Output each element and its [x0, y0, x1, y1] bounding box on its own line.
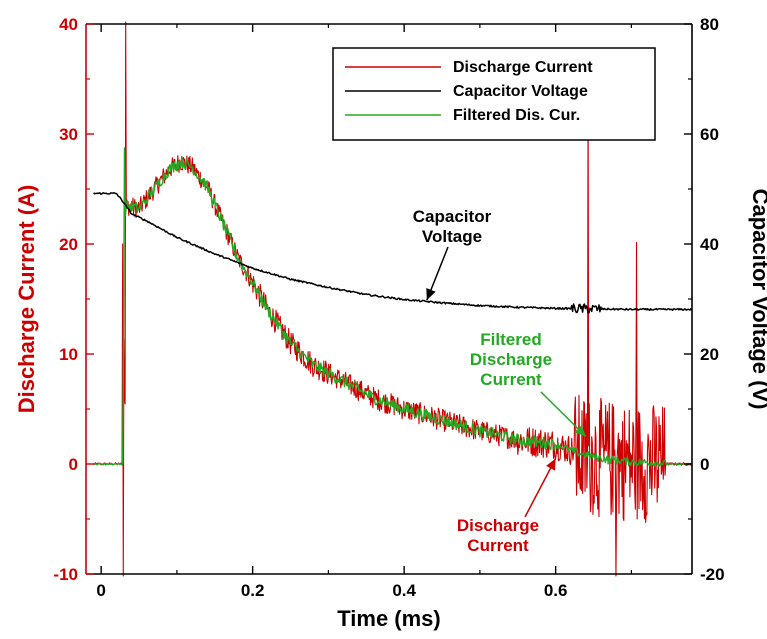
- series-capacitor-voltage: [93, 192, 693, 314]
- annotation-label: Voltage: [422, 227, 482, 246]
- legend-label: Discharge Current: [453, 59, 593, 76]
- y-left-axis-title: Discharge Current (A): [14, 185, 39, 414]
- annotation-arrow-head: [546, 458, 556, 471]
- x-tick-label: 0.6: [544, 581, 568, 600]
- y-left-tick-label: 10: [59, 345, 78, 364]
- y-right-tick-label: 80: [700, 15, 719, 34]
- y-right-tick-label: 20: [700, 345, 719, 364]
- annotations: CapacitorVoltageFilteredDischargeCurrent…: [413, 207, 587, 555]
- legend: Discharge Current Capacitor Voltage Filter…: [332, 47, 656, 141]
- y-left-tick-label: 0: [69, 455, 78, 474]
- series-filtered-current: [93, 147, 692, 468]
- y-left-tick-label: 20: [59, 235, 78, 254]
- y-right-tick-label: 0: [700, 455, 709, 474]
- series-layer: [93, 21, 693, 577]
- x-tick-label: 0.2: [241, 581, 265, 600]
- annotation-arrow-head: [426, 288, 436, 301]
- annotation-label: Discharge: [457, 516, 539, 535]
- annotation-label: Filtered: [480, 330, 541, 349]
- y-left-tick-label: -10: [53, 565, 78, 584]
- annotation-arrow-line: [524, 458, 557, 518]
- y-right-tick-label: -20: [700, 565, 725, 584]
- legend-box: [332, 47, 656, 141]
- legend-label: Capacitor Voltage: [453, 83, 588, 100]
- annotation-label: Current: [467, 536, 529, 555]
- x-tick-label: 0.4: [392, 581, 416, 600]
- legend-label: Filtered Dis. Cur.: [453, 107, 580, 124]
- y-right-tick-label: 40: [700, 235, 719, 254]
- y-right-axis-title: Capacitor Voltage (V): [748, 189, 767, 410]
- axes-layer: -10 0 10 20 30 40 -20 0 20 40 60 80 0 0.2 0.4 0.6 Time (…: [14, 15, 767, 631]
- annotation-label: Discharge: [470, 350, 552, 369]
- annotation-label: Current: [480, 370, 542, 389]
- x-axis-title: Time (ms): [337, 606, 441, 631]
- y-left-tick-label: 30: [59, 125, 78, 144]
- y-left-tick-label: 40: [59, 15, 78, 34]
- annotation-label: Capacitor: [413, 207, 492, 226]
- y-right-tick-label: 60: [700, 125, 719, 144]
- annotation-arrow-head: [574, 425, 586, 437]
- x-tick-label: 0: [96, 581, 105, 600]
